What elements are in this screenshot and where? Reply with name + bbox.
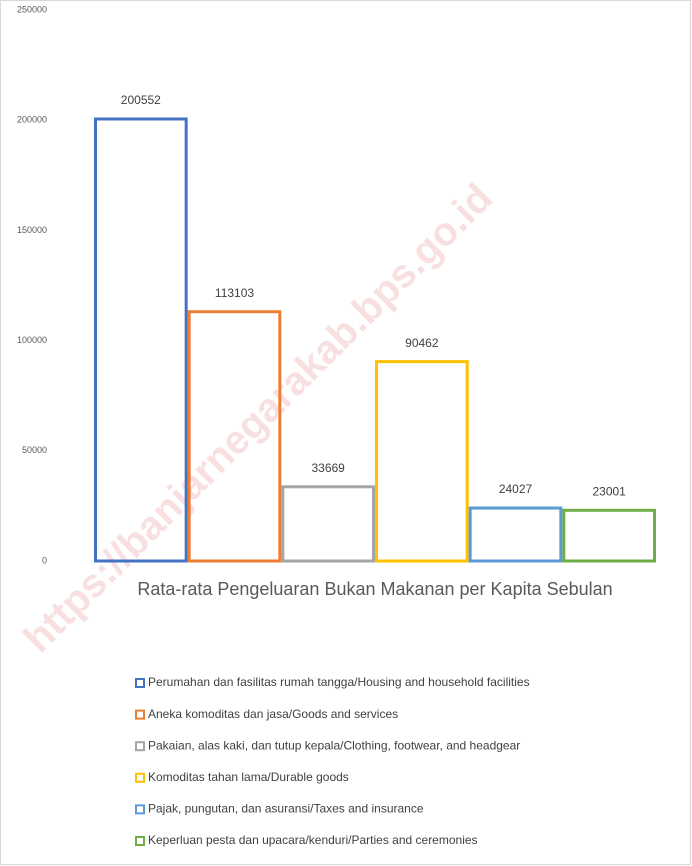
legend-swatch	[135, 678, 145, 688]
chart-title: Rata-rata Pengeluaran Bukan Makanan per …	[137, 579, 612, 599]
y-tick-label: 50000	[22, 445, 47, 455]
data-label: 23001	[592, 484, 626, 498]
y-tick-label: 100000	[17, 335, 47, 345]
legend-swatch	[135, 741, 145, 752]
data-label: 113103	[215, 286, 254, 300]
legend-swatch	[135, 709, 145, 720]
bar	[468, 506, 563, 563]
data-label: 24027	[499, 482, 533, 496]
data-label: 200552	[121, 93, 161, 107]
bar	[562, 508, 656, 563]
bar	[281, 485, 376, 563]
legend-swatch	[135, 772, 145, 783]
y-tick-label: 250000	[17, 4, 47, 14]
data-label: 90462	[405, 336, 439, 350]
bar	[375, 360, 469, 563]
legend-label: Aneka komoditas dan jasa/Goods and servi…	[148, 707, 398, 721]
y-tick-label: 200000	[17, 115, 47, 125]
legend-label: Perumahan dan fasilitas rumah tangga/Hou…	[148, 675, 530, 689]
y-tick-label: 0	[42, 555, 47, 565]
legend-swatch	[135, 836, 145, 846]
legend-label: Keperluan pesta dan upacara/kenduri/Part…	[148, 833, 478, 847]
legend-label: Komoditas tahan lama/Durable goods	[148, 770, 349, 784]
bar	[187, 310, 282, 563]
bar	[94, 117, 188, 563]
data-label: 33669	[311, 461, 345, 475]
y-tick-label: 150000	[17, 225, 47, 235]
legend-swatch	[135, 804, 145, 815]
legend-label: Pajak, pungutan, dan asuransi/Taxes and …	[148, 802, 424, 816]
legend-label: Pakaian, alas kaki, dan tutup kepala/Clo…	[148, 738, 520, 752]
